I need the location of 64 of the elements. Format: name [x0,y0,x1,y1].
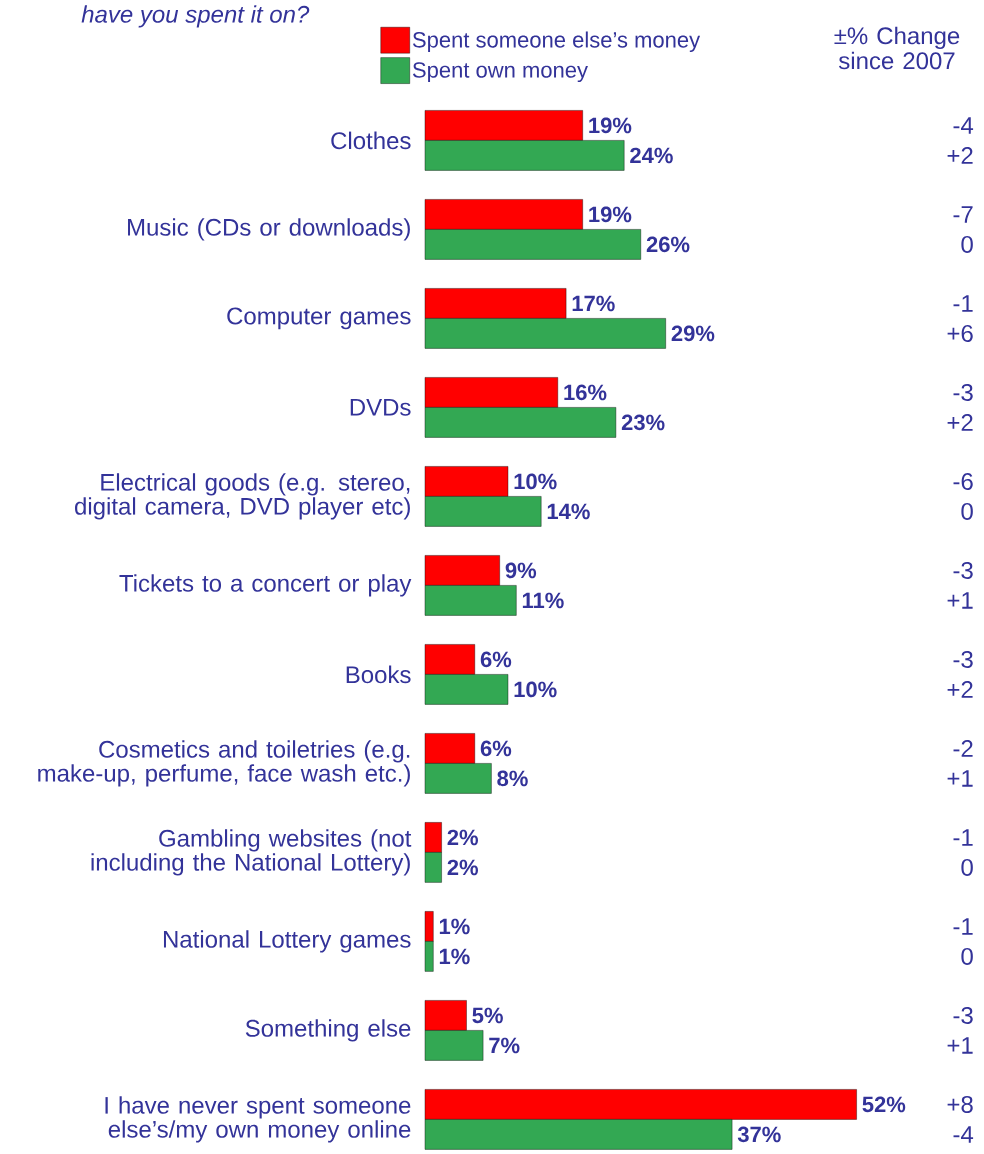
text: +2 [947,681,973,698]
data-label: 6% [480,651,512,668]
text: -3 [953,561,973,579]
data-label: 23% [621,414,665,431]
data-label: 29% [671,325,715,342]
data-label: 8% [497,770,528,787]
data-label: 14% [547,503,590,520]
y-tick-label: Something else [245,1019,411,1042]
data-label: 5% [472,1007,503,1024]
text: 0 [961,947,973,965]
data-label: 1% [439,948,470,965]
text: +6 [947,324,973,342]
text: -7 [953,206,973,223]
data-label: 37% [737,1126,781,1143]
text: 0 [961,235,973,253]
data-label: 2% [447,829,478,846]
text: +1 [947,592,973,609]
y-tick-label: Music (CDs or downloads) [128,218,410,241]
legend-label: Spent someone else’s money [412,31,701,52]
y-tick-label: Electrical goods (e.g. stereo, digital camera, DVD player etc) [75,473,410,520]
data-label: 19% [589,206,632,223]
text: +2 [947,414,973,431]
text: -3 [953,650,973,668]
y-tick-label: Clothes [331,131,411,150]
text: 0 [961,502,973,520]
data-label: 2% [447,859,478,876]
text: -6 [953,472,973,490]
data-label: 9% [505,562,537,579]
text: -1 [953,295,973,312]
text: have you spent it on? [81,5,310,28]
y-tick-label: Computer games [227,307,411,330]
data-label: 52% [862,1096,906,1113]
data-label: 16% [564,384,607,401]
text: -3 [953,383,973,401]
text: -4 [953,117,974,134]
text: 0 [961,858,973,876]
text: +1 [947,770,973,787]
y-tick-label: National Lottery games [163,930,411,953]
data-label: 19% [589,117,632,134]
y-tick-label: DVDs [350,399,411,416]
data-label: 24% [630,147,673,164]
data-label: 11% [522,592,564,609]
text: -2 [953,740,973,757]
data-label: 10% [514,681,557,698]
text: -3 [953,1006,973,1024]
y-tick-label: Gambling websites (not including the National Lottery) [91,829,412,876]
text: -1 [953,829,973,846]
y-tick-label: Cosmetics and toiletries (e.g. make-up, perfume, face wash etc.) [38,740,410,787]
text: -4 [953,1126,974,1143]
data-label: 10% [514,473,557,490]
text: ±% Change since 2007 [834,26,960,70]
text: +8 [947,1095,973,1113]
legend-label: Spent own money [412,62,588,83]
text: -1 [953,918,973,935]
data-label: 6% [480,740,512,757]
y-tick-label: Books [346,665,411,684]
text: +2 [947,147,973,164]
data-label: 7% [489,1037,520,1054]
y-tick-label: Tickets to a concert or play [119,574,412,597]
y-tick-label: I have never spent someone else’s/my own money online [105,1096,411,1143]
data-label: 17% [572,295,615,312]
data-label: 26% [646,236,690,253]
data-label: 1% [439,918,470,935]
text: +1 [947,1037,973,1054]
